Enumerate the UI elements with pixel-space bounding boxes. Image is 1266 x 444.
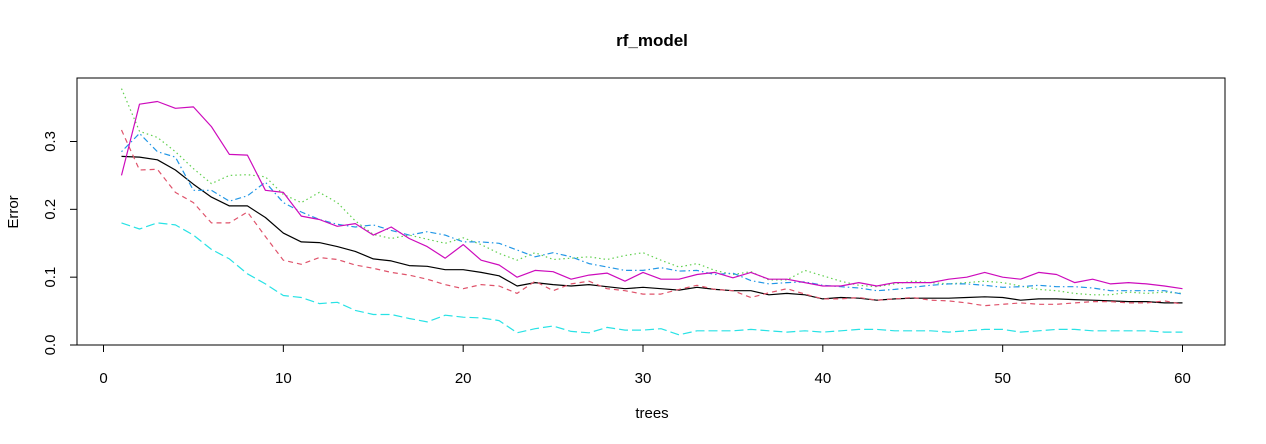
y-tick-label: 0.3	[42, 131, 59, 152]
series-line-3	[120, 88, 1183, 296]
x-tick-label: 0	[99, 370, 107, 387]
y-axis: 0.0 0.1 0.2 0.3	[42, 131, 78, 356]
x-tick-label: 30	[635, 370, 652, 387]
plot-area-frame	[76, 77, 1226, 346]
series-layer	[120, 88, 1183, 336]
x-axis-title: trees	[635, 405, 668, 422]
chart-title: rf_model	[616, 31, 688, 50]
series-line-4	[121, 132, 1183, 295]
x-tick-label: 60	[1174, 370, 1191, 387]
series-line-1	[121, 155, 1183, 304]
x-tick-label: 20	[455, 370, 472, 387]
series-line-5	[121, 222, 1183, 336]
series-line-2	[120, 129, 1183, 307]
x-tick-label: 10	[275, 370, 292, 387]
x-tick-label: 40	[814, 370, 831, 387]
y-tick-label: 0.0	[42, 335, 59, 356]
y-tick-label: 0.1	[42, 267, 59, 288]
series-line-6	[120, 100, 1183, 290]
y-tick-label: 0.2	[42, 199, 59, 220]
x-axis: 0 10 20 30 40 50 60	[99, 344, 1191, 387]
y-axis-title: Error	[5, 195, 22, 228]
x-tick-label: 50	[994, 370, 1011, 387]
